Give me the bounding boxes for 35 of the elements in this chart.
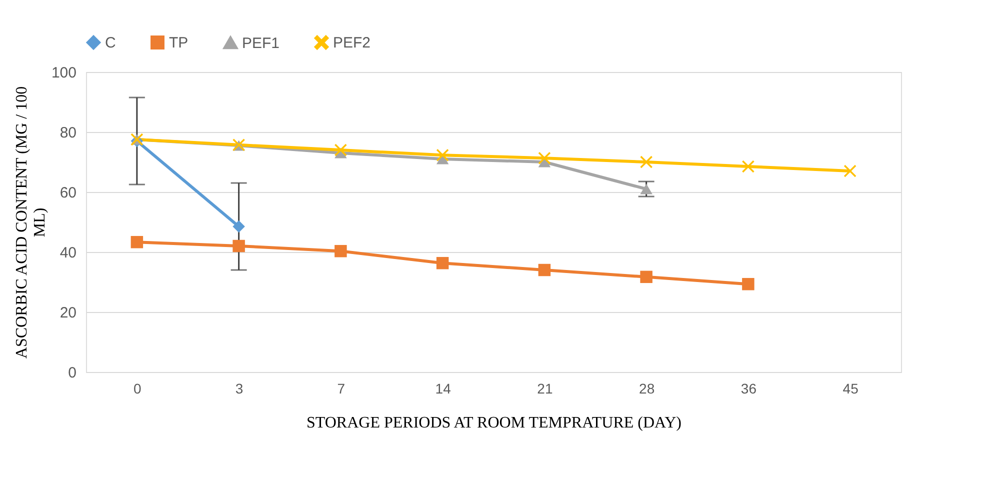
x-tick-label: 14 [435,380,452,396]
point [640,270,652,284]
x-tick-label: 36 [740,380,757,396]
y-tick-label: 80 [60,124,76,142]
y-tick-label: 40 [60,244,76,262]
legend-label: C [105,34,116,52]
y-tick-label: 60 [60,184,76,202]
legend-label: PEF1 [242,34,280,52]
point [538,152,551,164]
x-tick-label: 7 [337,380,346,396]
point [742,160,754,173]
legend-label: TP [169,34,188,52]
x-tick-label: 21 [537,380,553,396]
legend-label: PEF2 [333,34,371,52]
point [640,184,652,194]
point [232,220,245,233]
y-axis-title: ASCORBIC ACID CONTENT (MG / 100 ML) [13,86,48,359]
point [640,156,652,168]
x-axis-title: STORAGE PERIODS AT ROOM TEMPRATURE (DAY) [306,414,682,432]
point [436,256,449,270]
point [334,144,347,156]
point [538,264,551,276]
point [334,244,347,258]
x-tick-label: 3 [235,380,244,396]
point [232,240,245,252]
point [844,164,856,178]
y-tick-label: 20 [60,304,76,322]
x-tick-label: 45 [842,380,859,396]
point [742,278,754,290]
y-tick-label: 100 [51,64,76,82]
point [130,236,144,248]
x-tick-label: 0 [134,380,142,396]
point [436,148,449,162]
y-tick-label: 0 [68,364,76,382]
x-tick-label: 28 [639,380,655,396]
